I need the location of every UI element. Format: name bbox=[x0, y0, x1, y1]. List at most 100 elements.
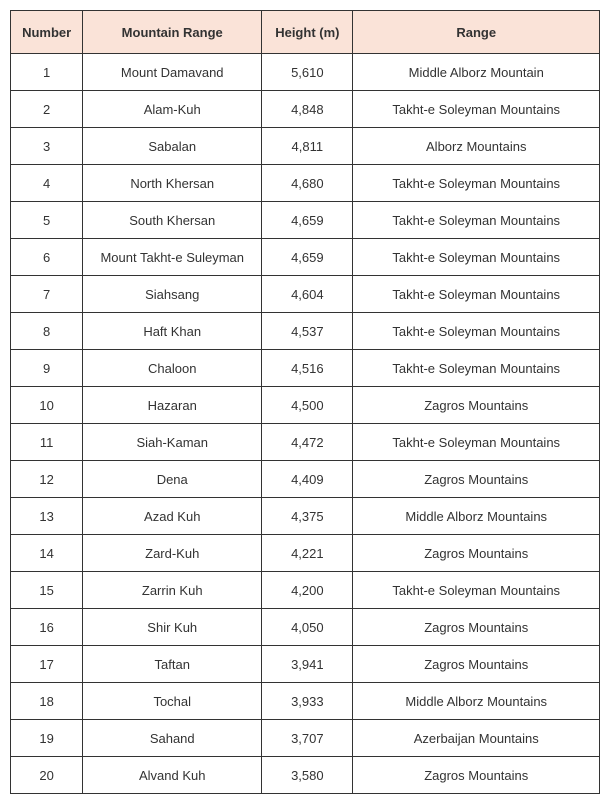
cell-height: 4,050 bbox=[262, 609, 353, 646]
table-row: 13Azad Kuh4,375Middle Alborz Mountains bbox=[11, 498, 600, 535]
cell-height: 4,680 bbox=[262, 165, 353, 202]
cell-range: Takht-e Soleyman Mountains bbox=[353, 165, 600, 202]
cell-range: Zagros Mountains bbox=[353, 461, 600, 498]
cell-number: 16 bbox=[11, 609, 83, 646]
cell-number: 2 bbox=[11, 91, 83, 128]
cell-number: 3 bbox=[11, 128, 83, 165]
table-row: 10Hazaran4,500Zagros Mountains bbox=[11, 387, 600, 424]
cell-name: Shir Kuh bbox=[83, 609, 262, 646]
cell-height: 4,604 bbox=[262, 276, 353, 313]
cell-range: Middle Alborz Mountains bbox=[353, 683, 600, 720]
cell-name: North Khersan bbox=[83, 165, 262, 202]
table-row: 1Mount Damavand5,610Middle Alborz Mounta… bbox=[11, 54, 600, 91]
cell-number: 7 bbox=[11, 276, 83, 313]
table-row: 2Alam-Kuh4,848Takht-e Soleyman Mountains bbox=[11, 91, 600, 128]
cell-number: 11 bbox=[11, 424, 83, 461]
cell-range: Takht-e Soleyman Mountains bbox=[353, 572, 600, 609]
cell-height: 3,580 bbox=[262, 757, 353, 794]
cell-range: Takht-e Soleyman Mountains bbox=[353, 202, 600, 239]
cell-name: Taftan bbox=[83, 646, 262, 683]
cell-number: 17 bbox=[11, 646, 83, 683]
cell-name: Azad Kuh bbox=[83, 498, 262, 535]
cell-number: 13 bbox=[11, 498, 83, 535]
cell-name: Dena bbox=[83, 461, 262, 498]
cell-name: Hazaran bbox=[83, 387, 262, 424]
table-row: 5South Khersan4,659Takht-e Soleyman Moun… bbox=[11, 202, 600, 239]
cell-range: Takht-e Soleyman Mountains bbox=[353, 91, 600, 128]
table-row: 19Sahand3,707Azerbaijan Mountains bbox=[11, 720, 600, 757]
cell-range: Middle Alborz Mountains bbox=[353, 498, 600, 535]
header-row: Number Mountain Range Height (m) Range bbox=[11, 11, 600, 54]
table-row: 6Mount Takht-e Suleyman4,659Takht-e Sole… bbox=[11, 239, 600, 276]
table-row: 9Chaloon4,516Takht-e Soleyman Mountains bbox=[11, 350, 600, 387]
cell-height: 3,941 bbox=[262, 646, 353, 683]
cell-number: 18 bbox=[11, 683, 83, 720]
table-row: 7Siahsang4,604Takht-e Soleyman Mountains bbox=[11, 276, 600, 313]
cell-range: Takht-e Soleyman Mountains bbox=[353, 276, 600, 313]
mountains-table: Number Mountain Range Height (m) Range 1… bbox=[10, 10, 600, 794]
cell-range: Zagros Mountains bbox=[353, 646, 600, 683]
cell-height: 4,375 bbox=[262, 498, 353, 535]
cell-height: 3,707 bbox=[262, 720, 353, 757]
cell-height: 4,500 bbox=[262, 387, 353, 424]
cell-height: 4,811 bbox=[262, 128, 353, 165]
table-row: 3Sabalan4,811Alborz Mountains bbox=[11, 128, 600, 165]
table-row: 16Shir Kuh4,050Zagros Mountains bbox=[11, 609, 600, 646]
cell-number: 6 bbox=[11, 239, 83, 276]
cell-number: 19 bbox=[11, 720, 83, 757]
cell-range: Middle Alborz Mountain bbox=[353, 54, 600, 91]
cell-number: 14 bbox=[11, 535, 83, 572]
table-row: 4North Khersan4,680Takht-e Soleyman Moun… bbox=[11, 165, 600, 202]
cell-range: Zagros Mountains bbox=[353, 757, 600, 794]
table-row: 15Zarrin Kuh4,200Takht-e Soleyman Mounta… bbox=[11, 572, 600, 609]
header-range: Range bbox=[353, 11, 600, 54]
cell-name: Mount Takht-e Suleyman bbox=[83, 239, 262, 276]
cell-range: Zagros Mountains bbox=[353, 387, 600, 424]
table-row: 14Zard-Kuh4,221Zagros Mountains bbox=[11, 535, 600, 572]
cell-range: Takht-e Soleyman Mountains bbox=[353, 239, 600, 276]
cell-height: 4,516 bbox=[262, 350, 353, 387]
table-row: 12Dena4,409Zagros Mountains bbox=[11, 461, 600, 498]
cell-range: Alborz Mountains bbox=[353, 128, 600, 165]
cell-height: 4,848 bbox=[262, 91, 353, 128]
cell-range: Takht-e Soleyman Mountains bbox=[353, 313, 600, 350]
cell-height: 4,472 bbox=[262, 424, 353, 461]
header-height: Height (m) bbox=[262, 11, 353, 54]
cell-height: 5,610 bbox=[262, 54, 353, 91]
table-row: 8Haft Khan4,537Takht-e Soleyman Mountain… bbox=[11, 313, 600, 350]
cell-number: 15 bbox=[11, 572, 83, 609]
table-row: 17Taftan3,941Zagros Mountains bbox=[11, 646, 600, 683]
cell-height: 4,200 bbox=[262, 572, 353, 609]
cell-name: South Khersan bbox=[83, 202, 262, 239]
cell-name: Siahsang bbox=[83, 276, 262, 313]
header-name: Mountain Range bbox=[83, 11, 262, 54]
cell-height: 4,659 bbox=[262, 202, 353, 239]
cell-range: Takht-e Soleyman Mountains bbox=[353, 424, 600, 461]
cell-number: 9 bbox=[11, 350, 83, 387]
cell-name: Chaloon bbox=[83, 350, 262, 387]
table-row: 20Alvand Kuh3,580Zagros Mountains bbox=[11, 757, 600, 794]
cell-name: Sahand bbox=[83, 720, 262, 757]
cell-range: Azerbaijan Mountains bbox=[353, 720, 600, 757]
cell-height: 4,659 bbox=[262, 239, 353, 276]
cell-height: 4,221 bbox=[262, 535, 353, 572]
cell-name: Mount Damavand bbox=[83, 54, 262, 91]
cell-range: Takht-e Soleyman Mountains bbox=[353, 350, 600, 387]
cell-height: 4,409 bbox=[262, 461, 353, 498]
cell-name: Haft Khan bbox=[83, 313, 262, 350]
cell-name: Tochal bbox=[83, 683, 262, 720]
cell-height: 4,537 bbox=[262, 313, 353, 350]
cell-height: 3,933 bbox=[262, 683, 353, 720]
table-body: 1Mount Damavand5,610Middle Alborz Mounta… bbox=[11, 54, 600, 794]
table-row: 11Siah-Kaman4,472Takht-e Soleyman Mounta… bbox=[11, 424, 600, 461]
cell-number: 8 bbox=[11, 313, 83, 350]
cell-number: 12 bbox=[11, 461, 83, 498]
cell-name: Sabalan bbox=[83, 128, 262, 165]
cell-range: Zagros Mountains bbox=[353, 535, 600, 572]
cell-number: 5 bbox=[11, 202, 83, 239]
header-number: Number bbox=[11, 11, 83, 54]
table-header: Number Mountain Range Height (m) Range bbox=[11, 11, 600, 54]
cell-name: Siah-Kaman bbox=[83, 424, 262, 461]
cell-number: 1 bbox=[11, 54, 83, 91]
cell-name: Alam-Kuh bbox=[83, 91, 262, 128]
